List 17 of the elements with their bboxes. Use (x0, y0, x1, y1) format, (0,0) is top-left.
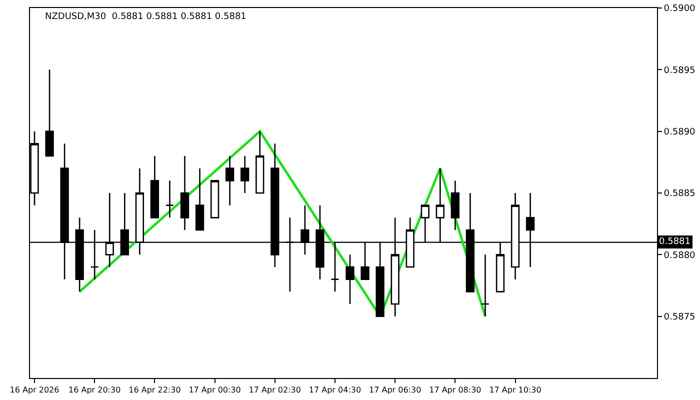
x-tick-label: 17 Apr 10:30 (489, 386, 542, 395)
x-tick-label: 17 Apr 06:30 (368, 386, 422, 395)
y-tick-label: 0.5890 (664, 127, 696, 138)
y-tick-label: 0.5880 (664, 250, 696, 261)
ref-line-label: 0.5881 (659, 237, 690, 247)
y-tick-label: 0.5900 (664, 4, 696, 14)
y-tick-label: 0.5895 (664, 66, 696, 76)
x-tick-label: 16 Apr 22:30 (128, 386, 181, 395)
x-tick-label: 16 Apr 2026 (10, 386, 60, 395)
y-tick-label: 0.5875 (664, 312, 696, 322)
x-tick-label: 17 Apr 02:30 (248, 386, 301, 395)
chart-title: NZDUSD,M30 0.5881 0.5881 0.5881 0.5881 (45, 12, 246, 22)
x-tick-label: 16 Apr 20:30 (68, 386, 121, 395)
x-tick-label: 17 Apr 04:30 (308, 386, 362, 395)
x-tick-label: 17 Apr 00:30 (188, 386, 241, 395)
y-tick-label: 0.5885 (664, 189, 696, 200)
x-tick-label: 17 Apr 08:30 (429, 386, 482, 395)
